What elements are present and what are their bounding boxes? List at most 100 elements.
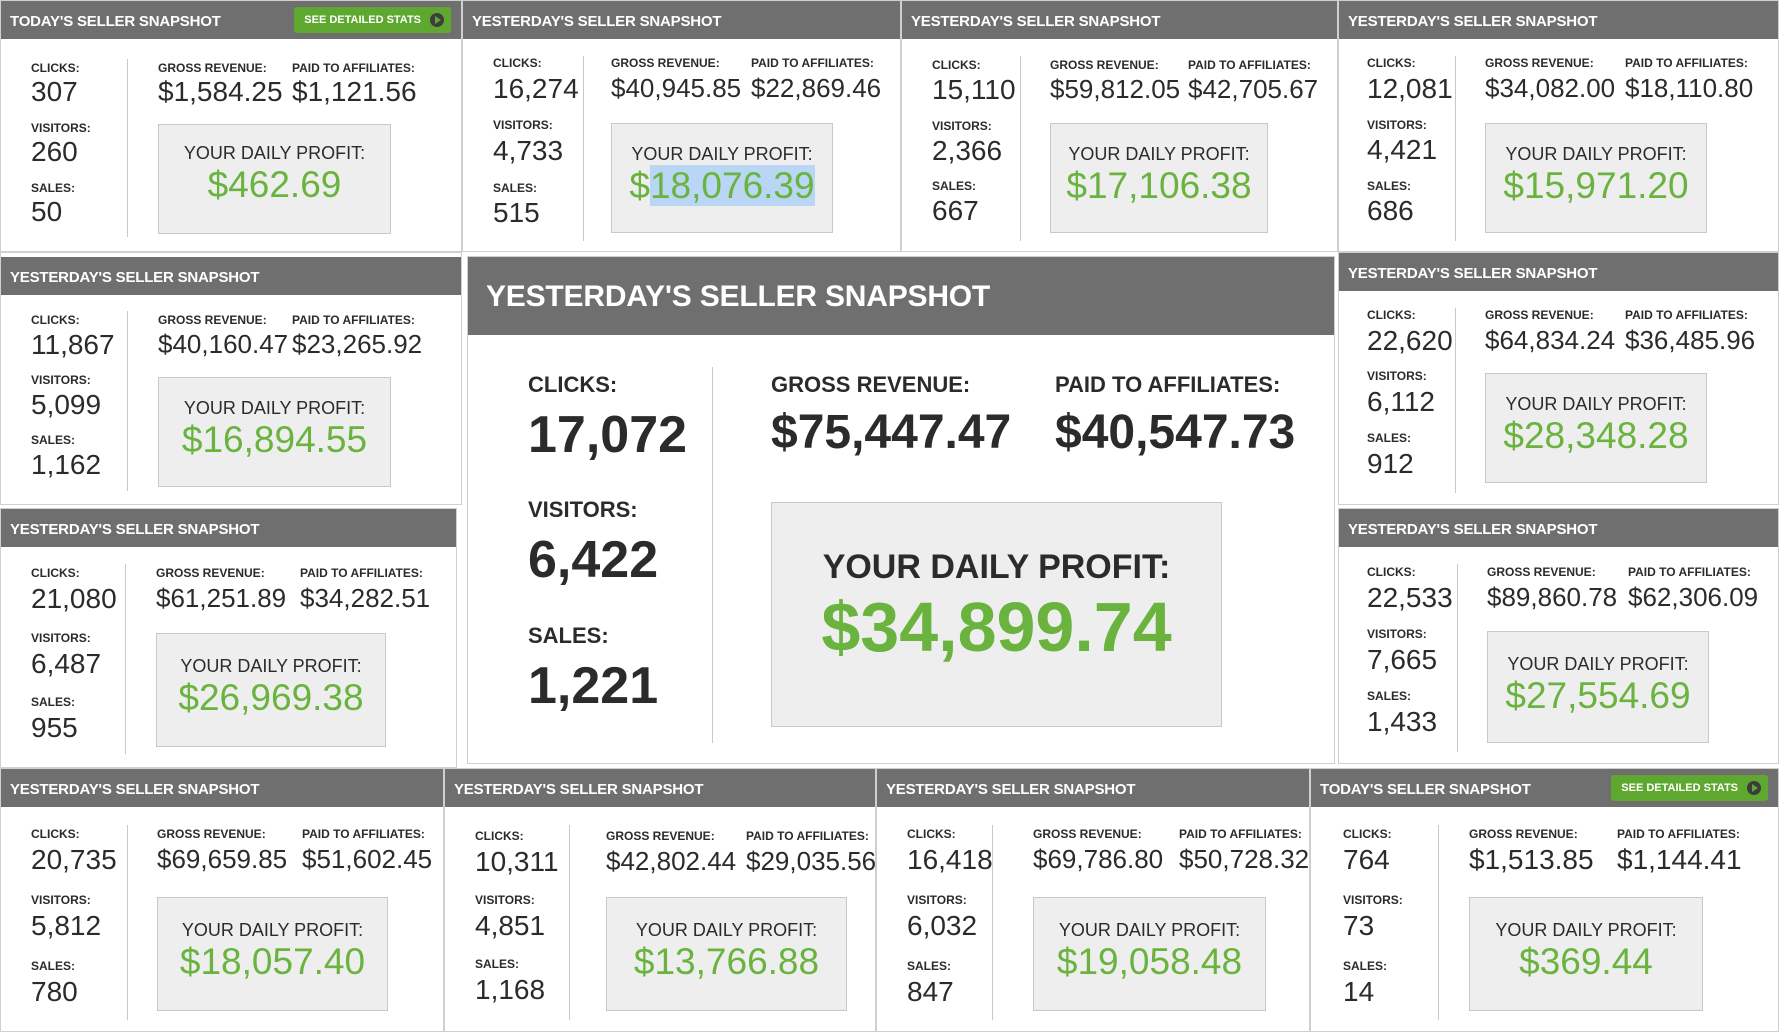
divider [125,564,126,754]
clicks-value: 307 [31,76,78,107]
paid-to-affiliates-label: PAID TO AFFILIATES: [1055,372,1281,397]
currency-symbol: $ [629,165,650,206]
gross-revenue-label: GROSS REVENUE: [1469,827,1578,841]
card-header: YESTERDAY'S SELLER SNAPSHOT [468,257,1334,335]
visitors-value: 4,421 [1367,134,1438,165]
gross-revenue-value: $61,251.89 [156,583,287,613]
clicks-label: CLICKS: [907,827,956,841]
seller-snapshot-card: YESTERDAY'S SELLER SNAPSHOT CLICKS: 22,6… [1338,252,1779,505]
card-title: YESTERDAY'S SELLER SNAPSHOT [1348,13,1598,30]
gross-revenue-label: GROSS REVENUE: [158,313,267,327]
gross-revenue-value: $59,812.05 [1050,74,1181,104]
sales-label: SALES: [932,179,977,193]
seller-snapshot-card: YESTERDAY'S SELLER SNAPSHOT CLICKS: 16,2… [462,0,901,252]
see-detailed-stats-button[interactable]: SEE DETAILED STATS [294,7,451,33]
card-header: TODAY'S SELLER SNAPSHOT SEE DETAILED STA… [1,1,461,39]
clicks-label: CLICKS: [1367,56,1416,70]
gross-revenue-value: $1,513.85 [1469,844,1594,875]
visitors-value: 5,099 [31,389,102,420]
card-title: YESTERDAY'S SELLER SNAPSHOT [886,781,1136,798]
daily-profit-label: YOUR DAILY PROFIT: [822,548,1171,586]
divider [569,825,570,1020]
sales-label: SALES: [31,433,76,447]
sales-value: 667 [932,195,979,226]
divider [1438,825,1439,1020]
gross-revenue-value: $75,447.47 [771,406,1012,459]
seller-snapshot-card: TODAY'S SELLER SNAPSHOT SEE DETAILED STA… [0,0,462,252]
paid-to-affiliates-label: PAID TO AFFILIATES: [292,313,415,327]
daily-profit-label: YOUR DAILY PROFIT: [1505,394,1687,414]
daily-profit-value: $18,076.39 [612,165,832,207]
clicks-value: 10,311 [475,846,559,877]
gross-revenue-label: GROSS REVENUE: [1033,827,1142,841]
card-title: YESTERDAY'S SELLER SNAPSHOT [10,269,260,286]
daily-profit-label: YOUR DAILY PROFIT: [183,398,366,418]
paid-to-affiliates-value: $23,265.92 [292,329,423,359]
clicks-value: 17,072 [528,406,688,464]
card-header: YESTERDAY'S SELLER SNAPSHOT [1339,1,1778,39]
gross-revenue-label: GROSS REVENUE: [606,829,715,843]
sales-value: 847 [907,976,954,1007]
visitors-label: VISITORS: [907,893,967,907]
seller-snapshot-card: YESTERDAY'S SELLER SNAPSHOT CLICKS: 15,1… [901,0,1338,252]
clicks-value: 764 [1343,844,1390,875]
daily-profit-label: YOUR DAILY PROFIT: [635,920,818,940]
daily-profit-label: YOUR DAILY PROFIT: [631,144,813,164]
gross-revenue-value: $64,834.24 [1485,325,1616,355]
card-header: YESTERDAY'S SELLER SNAPSHOT [1,257,461,295]
daily-profit-value: $19,058.48 [1056,941,1243,982]
daily-profit-value: $28,348.28 [1503,415,1689,456]
daily-profit-value: $16,894.55 [181,419,368,460]
visitors-label: VISITORS: [932,119,992,133]
see-detailed-stats-label: SEE DETAILED STATS [304,14,421,26]
visitors-label: VISITORS: [475,893,535,907]
divider [992,825,993,1020]
visitors-value: 6,487 [31,648,102,679]
gross-revenue-value: $40,160.47 [158,329,289,359]
paid-to-affiliates-label: PAID TO AFFILIATES: [1625,308,1748,322]
clicks-label: CLICKS: [932,58,981,72]
card-title: TODAY'S SELLER SNAPSHOT [1320,781,1531,798]
seller-snapshot-card: YESTERDAY'S SELLER SNAPSHOT CLICKS: 12,0… [1338,0,1779,252]
gross-revenue-label: GROSS REVENUE: [1050,58,1159,72]
gross-revenue-label: GROSS REVENUE: [1485,308,1594,322]
card-title: YESTERDAY'S SELLER SNAPSHOT [1348,265,1598,282]
paid-to-affiliates-value: $50,728.32 [1179,844,1310,874]
seller-snapshot-card: YESTERDAY'S SELLER SNAPSHOT CLICKS: 10,3… [444,768,876,1032]
clicks-value: 11,867 [31,329,115,360]
gross-revenue-value: $42,802.44 [606,846,737,876]
paid-to-affiliates-value: $29,035.56 [746,846,876,876]
play-icon [430,13,444,27]
divider [127,59,128,237]
see-detailed-stats-button[interactable]: SEE DETAILED STATS [1611,775,1768,801]
daily-profit-box: YOUR DAILY PROFIT: $462.69 [158,124,391,234]
play-icon [1747,781,1761,795]
card-header: TODAY'S SELLER SNAPSHOT SEE DETAILED STA… [1311,769,1778,807]
sales-value: 780 [31,976,78,1007]
daily-profit-box: YOUR DAILY PROFIT: $15,971.20 [1485,123,1707,233]
divider [1455,56,1456,241]
daily-profit-value: $27,554.69 [1505,675,1691,716]
sales-value: 1,221 [528,657,659,715]
paid-to-affiliates-value: $62,306.09 [1628,582,1759,612]
card-header: YESTERDAY'S SELLER SNAPSHOT [445,769,875,807]
clicks-label: CLICKS: [1343,827,1392,841]
visitors-value: 7,665 [1367,644,1438,675]
gross-revenue-value: $40,945.85 [611,73,742,103]
divider [127,825,128,1020]
visitors-label: VISITORS: [31,373,91,387]
visitors-value: 6,032 [907,910,978,941]
paid-to-affiliates-label: PAID TO AFFILIATES: [292,61,415,75]
card-header: YESTERDAY'S SELLER SNAPSHOT [902,1,1337,39]
selected-text[interactable]: 18,076.39 [649,165,815,206]
seller-snapshot-card: YESTERDAY'S SELLER SNAPSHOT CLICKS: 21,0… [0,508,457,768]
clicks-value: 21,080 [31,583,117,614]
visitors-value: 5,812 [31,910,102,941]
clicks-label: CLICKS: [1367,308,1416,322]
daily-profit-label: YOUR DAILY PROFIT: [1058,920,1241,940]
clicks-value: 12,081 [1367,73,1453,104]
see-detailed-stats-label: SEE DETAILED STATS [1621,782,1738,794]
card-header: YESTERDAY'S SELLER SNAPSHOT [1,509,456,547]
divider [1457,564,1458,752]
visitors-label: VISITORS: [493,118,553,132]
